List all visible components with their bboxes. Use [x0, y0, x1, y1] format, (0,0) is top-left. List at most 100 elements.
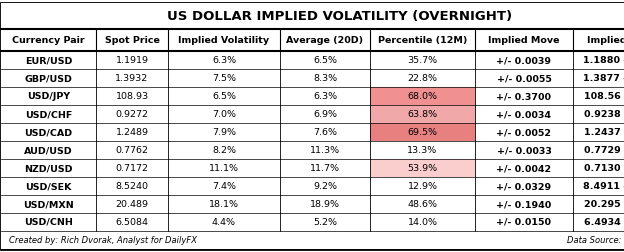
Bar — [168, 123, 280, 141]
Text: 18.9%: 18.9% — [310, 199, 340, 208]
Bar — [573, 51, 624, 69]
Text: 1.1880 - 1.1958: 1.1880 - 1.1958 — [583, 56, 624, 65]
Text: Implied Move: Implied Move — [488, 36, 560, 45]
Text: 7.0%: 7.0% — [212, 110, 236, 118]
Text: 53.9%: 53.9% — [407, 163, 437, 172]
Text: Spot Price: Spot Price — [105, 36, 160, 45]
Text: +/- 0.0329: +/- 0.0329 — [497, 181, 552, 190]
Text: Currency Pair: Currency Pair — [12, 36, 85, 45]
Text: 6.4934 - 6.5234: 6.4934 - 6.5234 — [583, 217, 624, 226]
Text: 0.9272: 0.9272 — [115, 110, 149, 118]
Text: 7.5%: 7.5% — [212, 74, 236, 83]
Text: USD/CNH: USD/CNH — [24, 217, 73, 226]
Text: USD/JPY: USD/JPY — [27, 92, 70, 101]
Text: GBP/USD: GBP/USD — [24, 74, 72, 83]
Bar — [573, 141, 624, 159]
Text: 8.5240: 8.5240 — [115, 181, 149, 190]
Text: 7.9%: 7.9% — [212, 128, 236, 137]
Text: 0.7729 - 0.7795: 0.7729 - 0.7795 — [583, 145, 624, 154]
Text: USD/SEK: USD/SEK — [26, 181, 72, 190]
Bar — [370, 141, 475, 159]
Bar — [280, 141, 370, 159]
Bar — [96, 87, 168, 105]
Text: 108.56 - 109.30: 108.56 - 109.30 — [583, 92, 624, 101]
Bar — [370, 195, 475, 213]
Text: Implied Volatility: Implied Volatility — [178, 36, 270, 45]
Text: Average (20D): Average (20D) — [286, 36, 364, 45]
Text: 7.6%: 7.6% — [313, 128, 337, 137]
Bar — [280, 195, 370, 213]
Bar — [573, 195, 624, 213]
Text: 1.1919: 1.1919 — [115, 56, 149, 65]
Text: 11.7%: 11.7% — [310, 163, 340, 172]
Bar — [573, 123, 624, 141]
Bar — [475, 213, 573, 231]
Bar — [475, 51, 573, 69]
Text: 8.4911 - 8.5569: 8.4911 - 8.5569 — [583, 181, 624, 190]
Bar — [370, 123, 475, 141]
Text: +/- 0.0150: +/- 0.0150 — [497, 217, 552, 226]
Bar — [475, 87, 573, 105]
Text: 69.5%: 69.5% — [407, 128, 437, 137]
Text: +/- 0.0033: +/- 0.0033 — [497, 145, 552, 154]
Text: 1.3932: 1.3932 — [115, 74, 149, 83]
Text: 1.3877 - 1.3987: 1.3877 - 1.3987 — [583, 74, 624, 83]
Bar — [573, 87, 624, 105]
Bar — [168, 177, 280, 195]
Text: AUD/USD: AUD/USD — [24, 145, 73, 154]
Bar — [1, 69, 96, 87]
Bar — [1, 213, 96, 231]
Bar — [96, 69, 168, 87]
Bar — [280, 87, 370, 105]
Text: 12.9%: 12.9% — [407, 181, 437, 190]
Text: 63.8%: 63.8% — [407, 110, 437, 118]
Bar — [1, 159, 96, 177]
Bar — [280, 51, 370, 69]
Bar — [168, 141, 280, 159]
Bar — [168, 213, 280, 231]
Bar — [1, 105, 96, 123]
Text: 108.93: 108.93 — [115, 92, 149, 101]
Text: 48.6%: 48.6% — [407, 199, 437, 208]
Text: 11.1%: 11.1% — [209, 163, 239, 172]
Bar — [168, 159, 280, 177]
Text: USD/CAD: USD/CAD — [24, 128, 72, 137]
Bar — [370, 213, 475, 231]
Bar — [280, 159, 370, 177]
Text: +/- 0.3700: +/- 0.3700 — [497, 92, 552, 101]
Bar — [370, 177, 475, 195]
Bar — [573, 177, 624, 195]
Text: Created by: Rich Dvorak, Analyst for DailyFX: Created by: Rich Dvorak, Analyst for Dai… — [9, 235, 197, 244]
Bar — [475, 123, 573, 141]
Text: +/- 0.0055: +/- 0.0055 — [497, 74, 552, 83]
Text: 11.3%: 11.3% — [310, 145, 340, 154]
Text: US DOLLAR IMPLIED VOLATILITY (OVERNIGHT): US DOLLAR IMPLIED VOLATILITY (OVERNIGHT) — [167, 10, 512, 23]
Bar — [168, 69, 280, 87]
Text: 6.5%: 6.5% — [313, 56, 337, 65]
Text: 0.9238 - 0.9306: 0.9238 - 0.9306 — [583, 110, 624, 118]
Bar — [370, 69, 475, 87]
Bar — [370, 105, 475, 123]
Text: Data Source: Bloomberg: Data Source: Bloomberg — [567, 235, 624, 244]
Text: 35.7%: 35.7% — [407, 56, 437, 65]
Text: +/- 0.0039: +/- 0.0039 — [497, 56, 552, 65]
Text: 22.8%: 22.8% — [407, 74, 437, 83]
Text: USD/MXN: USD/MXN — [23, 199, 74, 208]
Text: Implied Range: Implied Range — [587, 36, 624, 45]
Text: 4.4%: 4.4% — [212, 217, 236, 226]
Bar — [280, 213, 370, 231]
Text: 1.2437 - 1.2541: 1.2437 - 1.2541 — [583, 128, 624, 137]
Bar — [475, 105, 573, 123]
Bar — [168, 105, 280, 123]
Bar — [168, 195, 280, 213]
Bar — [1, 141, 96, 159]
Bar — [1, 177, 96, 195]
Text: Percentile (12M): Percentile (12M) — [378, 36, 467, 45]
Text: 6.5084: 6.5084 — [115, 217, 149, 226]
Bar — [96, 213, 168, 231]
Bar — [475, 195, 573, 213]
Bar — [1, 195, 96, 213]
Bar — [168, 87, 280, 105]
Bar — [96, 195, 168, 213]
Text: 0.7762: 0.7762 — [115, 145, 149, 154]
